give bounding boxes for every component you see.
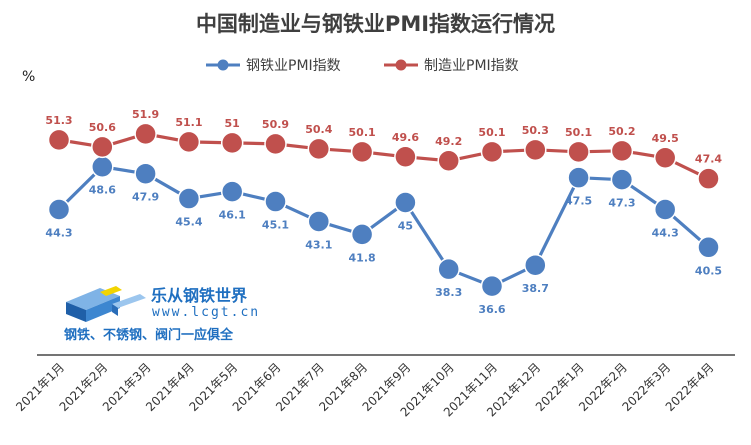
data-point [610,168,634,191]
watermark: 乐从钢铁世界 www.lcgt.cn 钢铁、不锈钢、阀门一应俱全 [56,276,286,346]
data-label: 47.4 [695,153,722,166]
data-point [307,210,331,233]
data-point [610,139,634,163]
data-point [134,122,157,146]
series-line [57,165,710,288]
data-label: 46.1 [219,209,246,222]
data-label: 47.5 [565,195,592,208]
data-label: 44.3 [45,227,72,240]
data-point [437,149,460,173]
data-label: 51.1 [175,116,202,129]
data-label: 43.1 [305,238,332,251]
data-point [653,198,677,221]
data-label: 45.1 [262,219,289,232]
data-point [264,190,287,213]
data-point [220,180,244,203]
data-point [350,223,374,246]
watermark-logo-icon [66,286,146,322]
data-point [480,140,504,164]
data-label: 50.2 [608,125,635,138]
data-label: 50.6 [89,121,116,134]
data-point [350,140,374,164]
data-label: 45 [398,220,413,233]
data-point [437,257,460,281]
data-point [47,128,71,152]
data-label: 44.3 [652,227,679,240]
data-label: 45.4 [175,216,202,229]
legend-marker [395,59,407,71]
data-label: 49.2 [435,135,462,148]
watermark-title: 乐从钢铁世界 [151,286,248,305]
data-label: 50.3 [522,124,549,137]
data-label: 47.9 [132,191,159,204]
data-label: 38.3 [435,286,462,299]
series-line [58,132,710,181]
legend-label: 钢铁业PMI指数 [246,58,341,74]
watermark-slogan: 钢铁、不锈钢、阀门一应俱全 [64,328,234,343]
data-point [524,253,547,277]
data-label: 50.1 [349,126,376,139]
data-label: 50.1 [478,126,505,139]
data-label: 51.9 [132,108,159,121]
data-label: 49.6 [392,131,419,144]
data-point [307,137,331,161]
data-label: 40.5 [695,264,722,277]
data-label: 47.3 [608,197,635,210]
data-point [567,140,590,164]
data-point [697,236,720,259]
data-point [177,187,201,210]
data-point [394,191,417,214]
data-point [91,135,114,159]
data-point [567,166,590,189]
data-point [91,155,114,178]
data-label: 41.8 [349,251,376,264]
data-label: 50.9 [262,118,289,131]
data-point [264,132,287,156]
data-point [134,162,157,185]
legend-marker [217,59,229,71]
chart-title: 中国制造业与钢铁业PMI指数运行情况 [195,12,556,36]
data-label: 50.1 [565,126,592,139]
watermark-url: www.lcgt.cn [152,305,261,320]
data-point [220,131,244,155]
data-label: 50.4 [305,123,332,136]
data-label: 49.5 [652,132,679,145]
legend-label: 制造业PMI指数 [424,58,519,74]
data-point [697,167,720,190]
data-label: 51.3 [45,114,72,127]
data-point [653,146,677,170]
data-point [394,145,417,169]
data-point [480,274,504,298]
data-label: 51 [225,117,240,130]
data-point [47,198,71,221]
data-label: 38.7 [522,282,549,295]
data-label: 48.6 [89,184,116,197]
data-point [177,130,201,154]
data-point [524,138,547,162]
y-axis-unit: % [22,69,36,85]
data-label: 36.6 [478,303,505,316]
